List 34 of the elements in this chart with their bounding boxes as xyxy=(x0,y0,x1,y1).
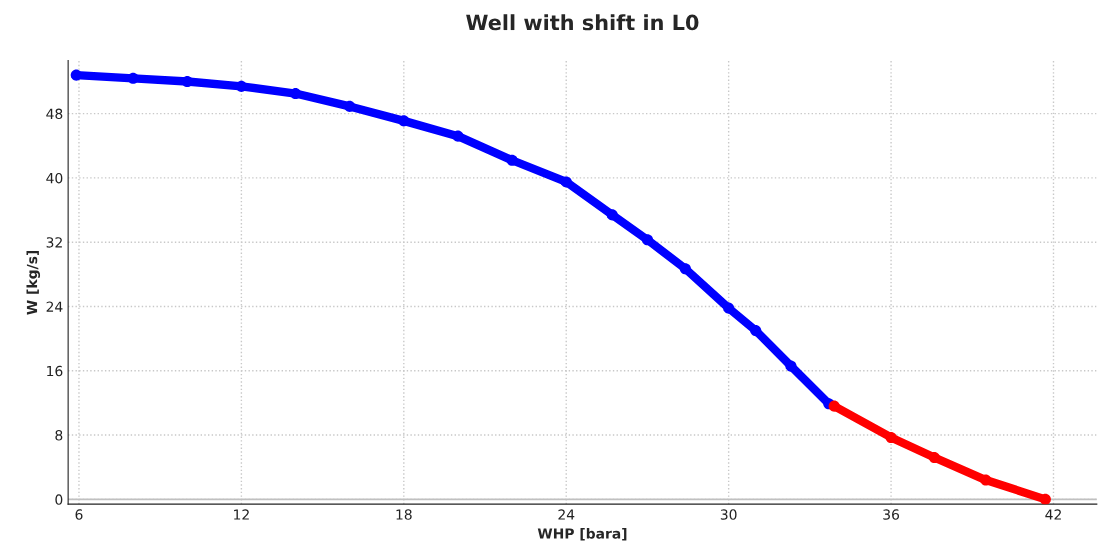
y-axis-title: W [kg/s] xyxy=(26,250,41,315)
x-tick-label: 18 xyxy=(396,509,412,520)
point xyxy=(398,115,410,127)
x-tick-label: 42 xyxy=(1045,509,1061,520)
x-tick-label: 24 xyxy=(558,509,575,520)
point xyxy=(885,431,897,444)
point xyxy=(928,452,940,464)
point xyxy=(452,130,464,142)
point xyxy=(641,234,653,246)
x-tick-label: 36 xyxy=(883,509,900,520)
point xyxy=(750,325,762,337)
point xyxy=(679,263,691,275)
x-tick-label: 6 xyxy=(75,509,83,520)
point xyxy=(560,176,572,188)
point xyxy=(70,69,82,81)
x-tick-label: 12 xyxy=(234,509,249,520)
point xyxy=(506,154,518,166)
point xyxy=(1039,493,1051,505)
y-tick-label: 0 xyxy=(55,494,63,505)
point xyxy=(828,400,840,412)
x-tick-label: 30 xyxy=(720,509,737,520)
y-tick-label: 32 xyxy=(46,237,62,248)
point xyxy=(785,360,797,372)
y-tick-label: 8 xyxy=(55,430,63,441)
y-tick-label: 16 xyxy=(47,365,63,377)
y-tick-label: 24 xyxy=(46,301,63,312)
y-tick-label: 48 xyxy=(46,108,63,120)
point xyxy=(344,100,356,112)
y-tick-label: 40 xyxy=(46,172,63,184)
point xyxy=(980,474,992,486)
point xyxy=(723,302,735,314)
chart-title: Well with shift in L0 xyxy=(466,14,699,31)
point xyxy=(606,209,618,221)
x-axis-title: WHP [bara] xyxy=(537,528,627,541)
